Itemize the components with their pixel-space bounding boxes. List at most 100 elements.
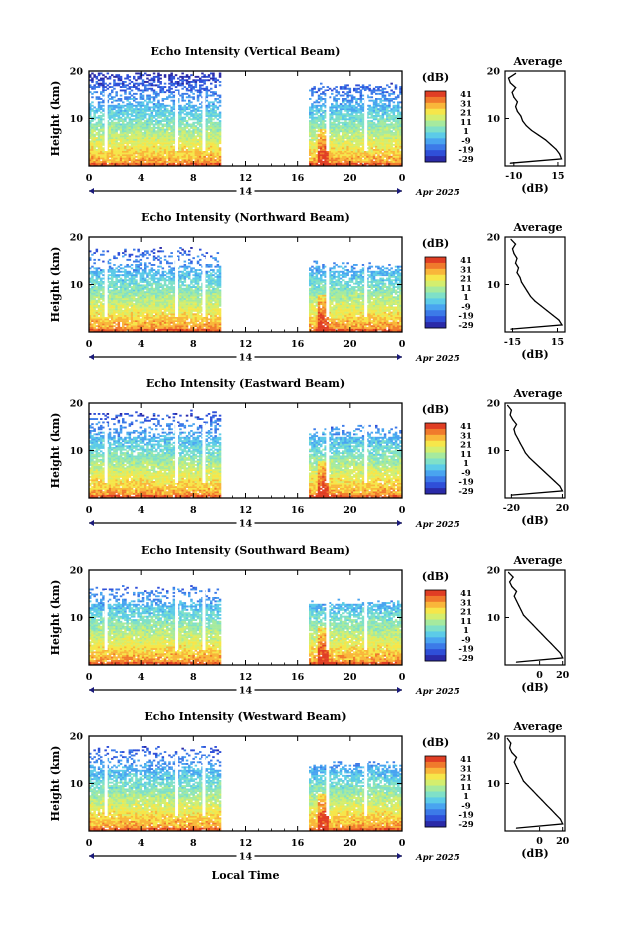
average-profile-line xyxy=(509,572,563,662)
colorbar-segment xyxy=(425,269,446,275)
average-x-tick-label: 15 xyxy=(551,337,564,348)
colorbar-segment xyxy=(425,803,446,809)
colorbar-segment xyxy=(425,792,446,798)
average-profile-point xyxy=(531,130,532,131)
average-profile-point xyxy=(530,296,531,297)
average-profile-point xyxy=(545,139,546,140)
panel-title: Echo Intensity (Vertical Beam) xyxy=(150,45,340,58)
average-profile-point xyxy=(560,819,561,820)
x-tick-label: 20 xyxy=(343,672,357,683)
colorbar-segment xyxy=(425,786,446,792)
x-tick-label: 12 xyxy=(239,505,252,516)
date-label: Apr 2025 xyxy=(415,188,460,198)
average-profile-point xyxy=(554,481,555,482)
average-profile-point xyxy=(559,486,560,487)
average-profile-point xyxy=(521,776,522,777)
colorbar-tick-label: -29 xyxy=(458,487,473,497)
x-tick-label: 20 xyxy=(343,838,357,849)
average-profile-point xyxy=(546,638,547,639)
average-profile-point xyxy=(558,320,559,321)
average-profile-point xyxy=(528,785,529,786)
average-profile-point xyxy=(552,315,553,316)
average-profile-line xyxy=(507,738,562,828)
day-bar-end-arrow xyxy=(397,354,402,360)
average-profile-point xyxy=(518,605,519,606)
colorbar-tick-label: -29 xyxy=(458,654,473,664)
average-profile-point xyxy=(509,747,510,748)
colorbar-segment xyxy=(425,293,446,299)
average-profile-point xyxy=(544,471,545,472)
colorbar-segment xyxy=(425,287,446,293)
average-title: Average xyxy=(512,720,562,733)
colorbar-segment xyxy=(425,97,446,103)
average-profile-line xyxy=(511,239,562,329)
average-profile-point xyxy=(510,82,511,83)
x-tick-label: 16 xyxy=(291,173,305,184)
colorbar-segment xyxy=(425,637,446,643)
average-profile-point xyxy=(537,795,538,796)
colorbar-segment xyxy=(425,310,446,316)
colorbar-segment xyxy=(425,132,446,138)
colorbar-unit: (dB) xyxy=(422,403,449,416)
average-x-label: (dB) xyxy=(521,182,548,195)
average-profile-point xyxy=(534,301,535,302)
colorbar-tick-label: -29 xyxy=(458,820,473,830)
colorbar-segment xyxy=(425,602,446,608)
average-profile-point xyxy=(546,804,547,805)
average-profile-point xyxy=(562,490,563,491)
y-axis-label: Height (km) xyxy=(49,746,62,822)
average-x-tick-label: 20 xyxy=(556,670,570,681)
average-profile-point xyxy=(517,101,518,102)
x-tick-label: 0 xyxy=(86,505,93,516)
y-tick-label: 10 xyxy=(70,779,84,790)
average-profile-line xyxy=(508,405,563,495)
average-profile-point xyxy=(518,771,519,772)
colorbar-unit: (dB) xyxy=(422,736,449,749)
y-tick-label: 20 xyxy=(70,732,84,743)
x-tick-label: 0 xyxy=(399,672,406,683)
average-profile-point xyxy=(508,572,509,573)
average-profile-point xyxy=(511,410,512,411)
average-profile-point xyxy=(555,648,556,649)
colorbar-segment xyxy=(425,281,446,287)
colorbar-segment xyxy=(425,91,446,97)
colorbar-segment xyxy=(425,655,446,661)
day-label: 14 xyxy=(239,686,253,697)
colorbar-segment xyxy=(425,144,446,150)
average-profile-point xyxy=(527,291,528,292)
heatmap-cells xyxy=(89,247,404,332)
x-tick-label: 0 xyxy=(86,173,93,184)
colorbar-segment xyxy=(425,488,446,494)
average-profile-point xyxy=(513,97,514,98)
average-profile-point xyxy=(515,106,516,107)
x-tick-label: 0 xyxy=(86,339,93,350)
average-profile-point xyxy=(560,653,561,654)
average-profile-point xyxy=(509,581,510,582)
x-tick-label: 4 xyxy=(138,672,145,683)
colorbar-segment xyxy=(425,780,446,786)
average-title: Average xyxy=(512,554,562,567)
average-profile-point xyxy=(516,662,517,663)
average-profile-point xyxy=(511,752,512,753)
x-axis-label: Local Time xyxy=(212,869,280,882)
average-profile-point xyxy=(516,828,517,829)
date-label: Apr 2025 xyxy=(415,354,460,364)
average-profile-point xyxy=(522,120,523,121)
average-profile-point xyxy=(516,272,517,273)
y-axis-label: Height (km) xyxy=(49,81,62,157)
average-title: Average xyxy=(512,55,562,68)
average-profile-point xyxy=(515,433,516,434)
colorbar-segment xyxy=(425,429,446,435)
panel-title: Echo Intensity (Eastward Beam) xyxy=(146,377,345,390)
colorbar-segment xyxy=(425,821,446,827)
date-label: Apr 2025 xyxy=(415,520,460,530)
day-bar-start-arrow xyxy=(89,687,94,693)
average-profile-point xyxy=(507,738,508,739)
colorbar-segment xyxy=(425,459,446,465)
average-y-tick-label: 10 xyxy=(487,779,501,790)
average-profile-line xyxy=(509,73,562,163)
average-profile-point xyxy=(556,149,557,150)
